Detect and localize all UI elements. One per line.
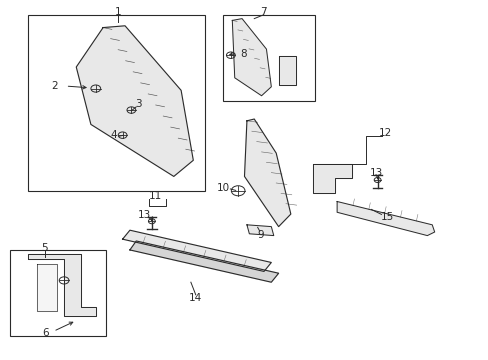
- Text: 9: 9: [257, 230, 264, 239]
- Text: 11: 11: [149, 191, 162, 201]
- Text: 13: 13: [138, 210, 151, 220]
- Polygon shape: [232, 19, 271, 96]
- Polygon shape: [27, 253, 96, 316]
- Text: 3: 3: [135, 99, 142, 109]
- Text: 7: 7: [259, 7, 266, 17]
- Text: 5: 5: [41, 243, 48, 253]
- Polygon shape: [37, 264, 57, 311]
- Polygon shape: [122, 230, 271, 271]
- Bar: [27, 15, 205, 191]
- Polygon shape: [76, 26, 193, 176]
- Polygon shape: [336, 202, 434, 235]
- Polygon shape: [244, 119, 290, 226]
- Text: 15: 15: [380, 212, 393, 221]
- Text: 10: 10: [216, 183, 229, 193]
- Text: 13: 13: [369, 168, 382, 178]
- Text: 14: 14: [189, 293, 202, 303]
- Polygon shape: [246, 225, 273, 235]
- Polygon shape: [130, 241, 278, 282]
- Bar: [10, 250, 105, 336]
- Text: 8: 8: [240, 49, 246, 59]
- Bar: [222, 15, 315, 101]
- Text: 1: 1: [114, 7, 121, 17]
- Polygon shape: [278, 56, 295, 85]
- Polygon shape: [312, 164, 351, 193]
- Text: 12: 12: [379, 129, 392, 138]
- Text: 4: 4: [110, 130, 117, 140]
- Text: 6: 6: [42, 328, 49, 338]
- Text: 2: 2: [51, 81, 58, 91]
